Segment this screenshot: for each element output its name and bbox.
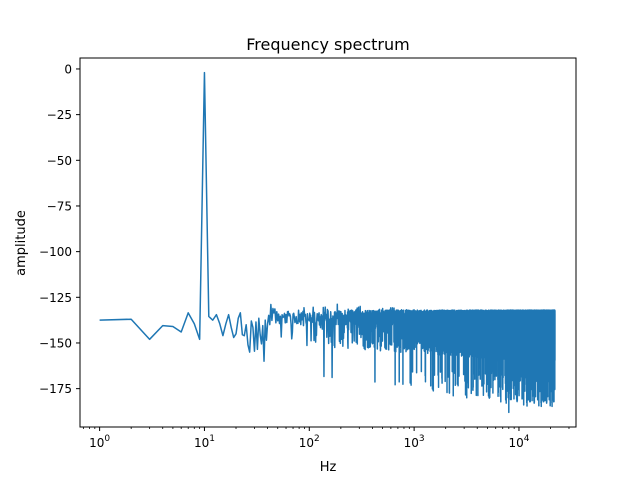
spectrum-series-line	[99, 71, 556, 414]
y-tick-label: −100	[39, 245, 72, 259]
y-axis-label: amplitude	[14, 210, 29, 276]
series-group	[99, 71, 556, 414]
y-tick-label: −175	[39, 382, 72, 396]
x-axis: 100 101 102 103 104	[82, 427, 570, 450]
x-axis-label: Hz	[320, 460, 337, 475]
y-tick-label: −125	[39, 291, 72, 305]
y-tick-label: −50	[47, 154, 72, 168]
x-tick-label: 103	[404, 434, 425, 450]
plot-area	[79, 57, 577, 428]
y-tick-label: −75	[47, 199, 72, 213]
x-tick-label: 104	[508, 434, 529, 450]
y-tick-label: −150	[39, 336, 72, 350]
y-tick-label: 0	[64, 62, 72, 76]
y-tick-label: −25	[47, 108, 72, 122]
plot-frame	[79, 57, 577, 428]
x-tick-label: 101	[194, 434, 215, 450]
x-tick-label: 102	[299, 434, 320, 450]
chart-title: Frequency spectrum	[246, 35, 409, 54]
y-axis: 0 −25 −50 −75 −100 −125 −150 −175	[39, 62, 80, 396]
x-tick-label: 100	[89, 434, 110, 450]
